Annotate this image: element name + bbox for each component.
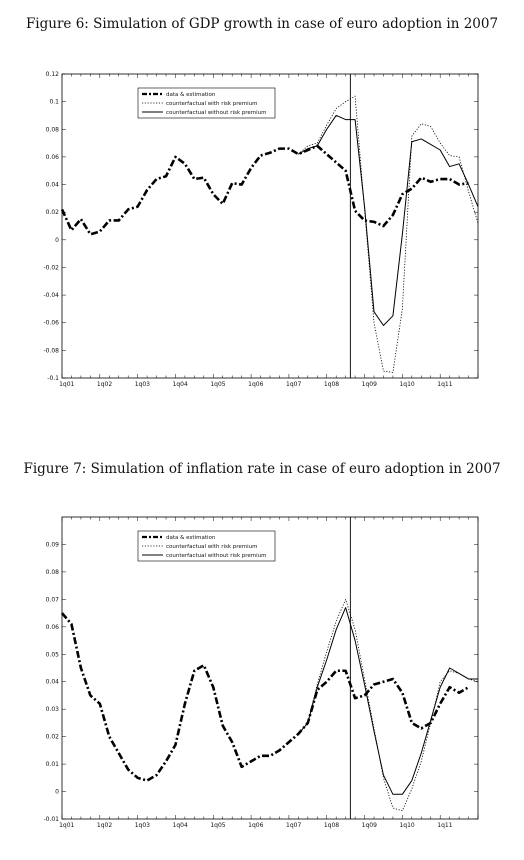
x-tick-label: 1q03 [135, 822, 150, 829]
y-tick-label: 0.06 [46, 154, 60, 161]
y-tick-label: 0.08 [46, 569, 60, 576]
legend-label: data & estimation [166, 92, 216, 98]
y-tick-label: -0.1 [47, 375, 59, 382]
legend-label: counterfactual with risk premium [166, 101, 258, 107]
inflation-chart: 1q01 1q02 1q03 1q04 1q05 1q06 1q07 1q08 1q09 1q10… [43, 516, 479, 829]
y-tick-label: 0.01 [46, 761, 60, 768]
y-tick-label: 0 [55, 237, 59, 244]
x-tick-label: 1q10 [399, 381, 414, 388]
y-tick-label: 0.04 [46, 182, 60, 189]
y-tick-label: -0.01 [43, 816, 59, 823]
y-tick-label: 0.1 [49, 99, 59, 106]
x-tick-label: 1q09 [362, 381, 377, 388]
x-tick-label: 1q07 [286, 822, 301, 829]
x-tick-label: 1q10 [399, 822, 414, 829]
legend-label: counterfactual without risk premium [166, 110, 267, 116]
gdp-growth-chart: 1q01 1q02 1q03 1q04 1q05 1q06 1q07 1q08 1q09 1q10… [43, 71, 479, 388]
x-tick-label: 1q09 [362, 822, 377, 829]
series-line-1 [298, 95, 479, 373]
legend-label: counterfactual without risk premium [166, 553, 267, 559]
x-tick-label: 1q06 [248, 381, 263, 388]
x-tick-label: 1q06 [248, 822, 263, 829]
series-line-0 [61, 612, 470, 782]
y-tick-label: 0.08 [46, 126, 60, 133]
x-tick-label: 1q11 [437, 381, 452, 388]
y-tick-label: 0.05 [46, 651, 60, 658]
x-tick-label: 1q02 [97, 822, 112, 829]
series-line-2 [297, 607, 478, 795]
x-tick-label: 1q01 [59, 381, 74, 388]
y-tick-label: 0.02 [46, 734, 60, 741]
y-tick-label: -0.08 [43, 347, 59, 354]
x-tick-label: 1q08 [324, 381, 339, 388]
figure-7-caption: Figure 7: Simulation of inflation rate i… [23, 461, 501, 477]
x-tick-label: 1q01 [59, 822, 74, 829]
y-tick-label: 0.04 [46, 679, 60, 686]
y-tick-label: 0.09 [46, 541, 60, 548]
plot-frame [61, 73, 479, 379]
series-line-1 [298, 598, 479, 812]
x-tick-label: 1q05 [210, 381, 225, 388]
y-tick-label: 0.06 [46, 624, 60, 631]
y-tick-label: -0.06 [43, 320, 59, 327]
x-tick-label: 1q07 [286, 381, 301, 388]
figure-6-caption: Figure 6: Simulation of GDP growth in ca… [25, 16, 499, 32]
y-tick-label: 0 [55, 789, 59, 796]
y-tick-label: 0.02 [46, 209, 60, 216]
legend-label: data & estimation [166, 535, 216, 541]
y-tick-label: 0.07 [46, 596, 60, 603]
y-tick-label: -0.04 [43, 292, 59, 299]
x-tick-label: 1q04 [173, 822, 188, 829]
x-tick-label: 1q03 [135, 381, 150, 388]
y-tick-label: 0.03 [46, 706, 60, 713]
y-tick-label: 0.12 [46, 71, 60, 78]
y-tick-label: -0.02 [43, 264, 59, 271]
series-line-0 [60, 144, 469, 236]
x-tick-label: 1q05 [210, 822, 225, 829]
legend-label: counterfactual with risk premium [166, 544, 258, 550]
x-tick-label: 1q08 [324, 822, 339, 829]
x-tick-label: 1q11 [437, 822, 452, 829]
plot-frame [61, 516, 479, 820]
x-tick-label: 1q04 [173, 381, 188, 388]
x-tick-label: 1q02 [97, 381, 112, 388]
series-line-2 [298, 114, 479, 326]
